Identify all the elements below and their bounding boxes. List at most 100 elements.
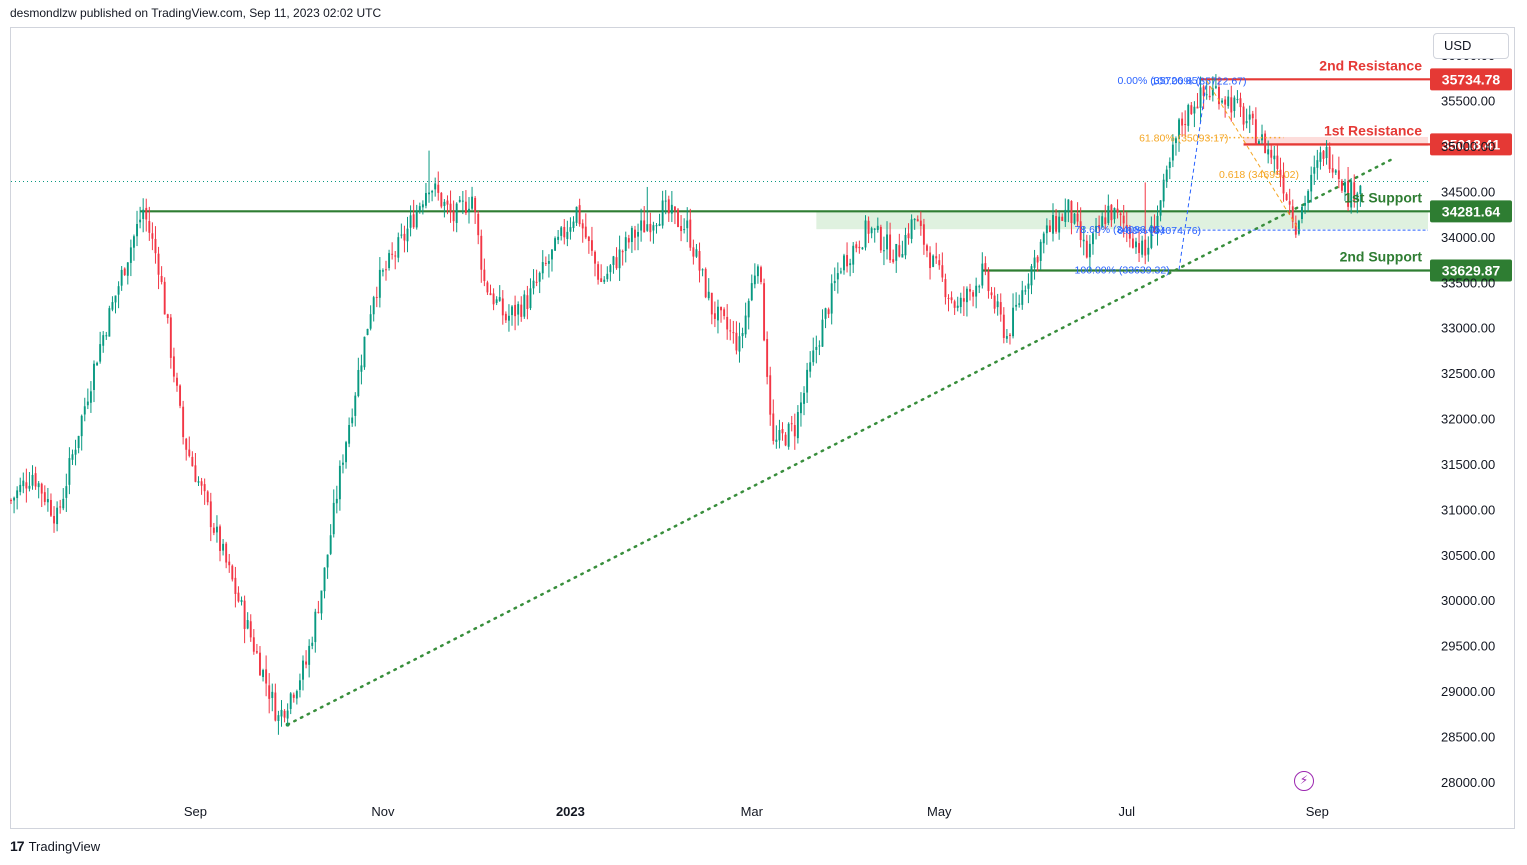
candle-body [1070, 201, 1073, 224]
currency-selector[interactable]: USD [1433, 33, 1509, 59]
candle-body [646, 224, 649, 231]
candle-body [455, 203, 458, 223]
candle-body [990, 292, 993, 296]
candle-body [750, 283, 753, 301]
candle-body [861, 247, 864, 250]
candle-body [1273, 155, 1276, 160]
price-axis-tick: 30000.00 [1441, 593, 1495, 608]
candle-body [778, 430, 781, 441]
candle-body [1048, 225, 1051, 232]
candle-body [1116, 208, 1119, 213]
candle-body [584, 226, 587, 238]
fib-trend-line [1206, 80, 1300, 231]
candle-body [215, 526, 218, 533]
candle-body [1251, 113, 1254, 119]
candle-body [142, 209, 145, 219]
candle-body [578, 205, 581, 225]
candle-body [1119, 213, 1122, 216]
candle-body [692, 247, 695, 257]
candle-body [919, 220, 922, 226]
candle-body [132, 236, 135, 248]
candle-body [1024, 290, 1027, 292]
candle-body [59, 506, 62, 508]
candle-body [1150, 225, 1153, 248]
candle-body [452, 211, 455, 222]
candle-body [74, 449, 77, 455]
lightning-icon[interactable]: ⚡ [1294, 771, 1314, 791]
candle-body [308, 645, 311, 665]
candle-body [249, 621, 252, 638]
candle-body [517, 304, 520, 315]
candle-body [46, 498, 49, 503]
candle-body [532, 280, 535, 289]
candle-body [400, 234, 403, 236]
candle-body [1322, 150, 1325, 159]
level-label-resistance: 1st Resistance [1324, 122, 1422, 138]
candle-body [704, 268, 707, 298]
candle-body [40, 483, 43, 494]
candle-body [1122, 215, 1125, 224]
candle-body [65, 486, 68, 498]
candle-body [495, 299, 498, 303]
candle-body [683, 229, 686, 231]
candle-body [176, 377, 178, 386]
candle-body [501, 298, 504, 316]
candle-body [357, 369, 360, 396]
price-axis[interactable]: 35734.7835018.4134281.6433629.8736000.00… [1430, 48, 1512, 790]
candle-body [618, 249, 621, 269]
candle-body [83, 406, 86, 415]
candle-body [120, 269, 123, 286]
level-lines [11, 78, 1430, 272]
candle-body [763, 283, 766, 341]
candle-body [1101, 216, 1104, 228]
candle-body [809, 362, 812, 372]
candle-body [1245, 121, 1248, 124]
price-axis-tick: 34500.00 [1441, 184, 1495, 199]
candle-body [904, 234, 907, 256]
candle-body [879, 226, 882, 251]
candle-body [96, 362, 99, 366]
candle-body [612, 256, 615, 265]
candle-body [283, 710, 286, 718]
candle-body [1067, 199, 1070, 212]
candle-body [1248, 114, 1251, 120]
candle-body [597, 264, 600, 280]
candle-body [77, 435, 80, 449]
candle-body [858, 246, 861, 249]
candle-body [1092, 233, 1094, 245]
candle-body [1088, 243, 1091, 258]
candle-body [1202, 86, 1205, 96]
candle-body [50, 499, 52, 516]
candle-body [111, 302, 114, 310]
candle-body [993, 295, 996, 309]
candle-body [1073, 213, 1076, 224]
candle-body [839, 271, 842, 273]
candle-body [302, 660, 304, 680]
candle-body [1199, 87, 1202, 108]
candle-body [1221, 100, 1224, 103]
candle-body [268, 685, 271, 699]
candle-body [529, 288, 532, 309]
candle-body [1350, 182, 1353, 208]
candle-body [252, 637, 255, 652]
time-axis[interactable]: Sep Nov 2023 Mar May Jul Sep [184, 804, 1329, 819]
fib-label: 100.00% (33639.32) [1075, 265, 1170, 277]
candle-body [89, 391, 92, 403]
price-axis-tick: 29000.00 [1441, 684, 1495, 699]
candle-body [219, 526, 221, 551]
candle-body [867, 220, 870, 234]
candle-body [1196, 106, 1199, 109]
candle-body [418, 206, 421, 212]
candle-body [790, 423, 793, 425]
candle-body [1045, 225, 1048, 234]
candle-body [1224, 99, 1227, 105]
candle-body [744, 315, 747, 335]
candle-body [234, 577, 237, 594]
candle-body [999, 302, 1002, 315]
candle-body [772, 413, 775, 441]
candle-body [907, 233, 910, 239]
candle-body [760, 267, 762, 283]
candle-body [271, 691, 274, 698]
candle-body [594, 251, 596, 264]
